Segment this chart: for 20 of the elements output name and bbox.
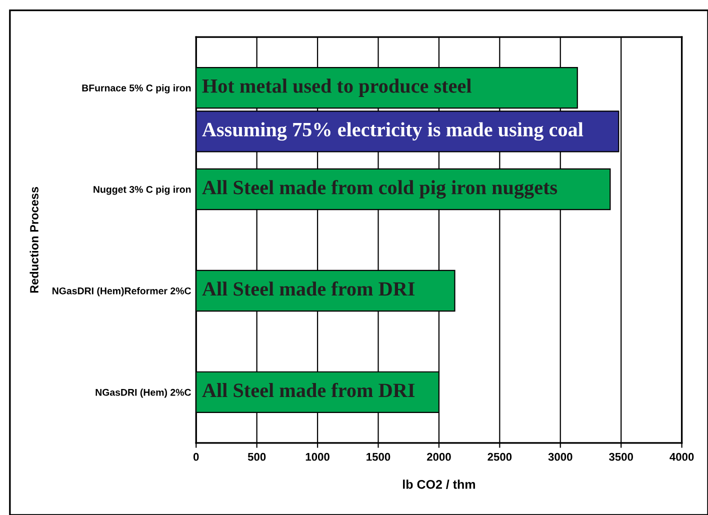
data-label: All Steel made from DRI [202,382,415,398]
y-tick-label: NGasDRI (Hem)Reformer 2%C [52,287,191,296]
x-tick-label: 500 [248,452,266,461]
x-axis-title: lb CO2 / thm [403,480,475,489]
x-tick-label: 1500 [366,452,390,461]
data-label: Hot metal used to produce steel [202,78,472,97]
data-label: All Steel made from DRI [202,281,415,296]
x-tick-label: 2000 [426,452,451,461]
x-tick-label: 3000 [548,452,572,461]
x-tick-label: 0 [193,452,199,461]
y-tick-label: BFurnace 5% C pig iron [82,84,191,94]
x-tick-label: 2500 [488,452,512,461]
y-axis-title: Reduction Process [30,187,38,293]
x-tick-label: 4000 [670,452,694,461]
data-label: Assuming 75% electricity is made using coal [202,122,584,141]
data-label: All Steel made from cold pig iron nuggets [202,180,558,199]
y-tick-label: NGasDRI (Hem) 2%C [96,388,191,398]
x-tick-label: 1000 [306,452,330,461]
y-tick-label: Nugget 3% C pig iron [94,186,191,195]
x-tick-label: 3500 [608,452,633,461]
